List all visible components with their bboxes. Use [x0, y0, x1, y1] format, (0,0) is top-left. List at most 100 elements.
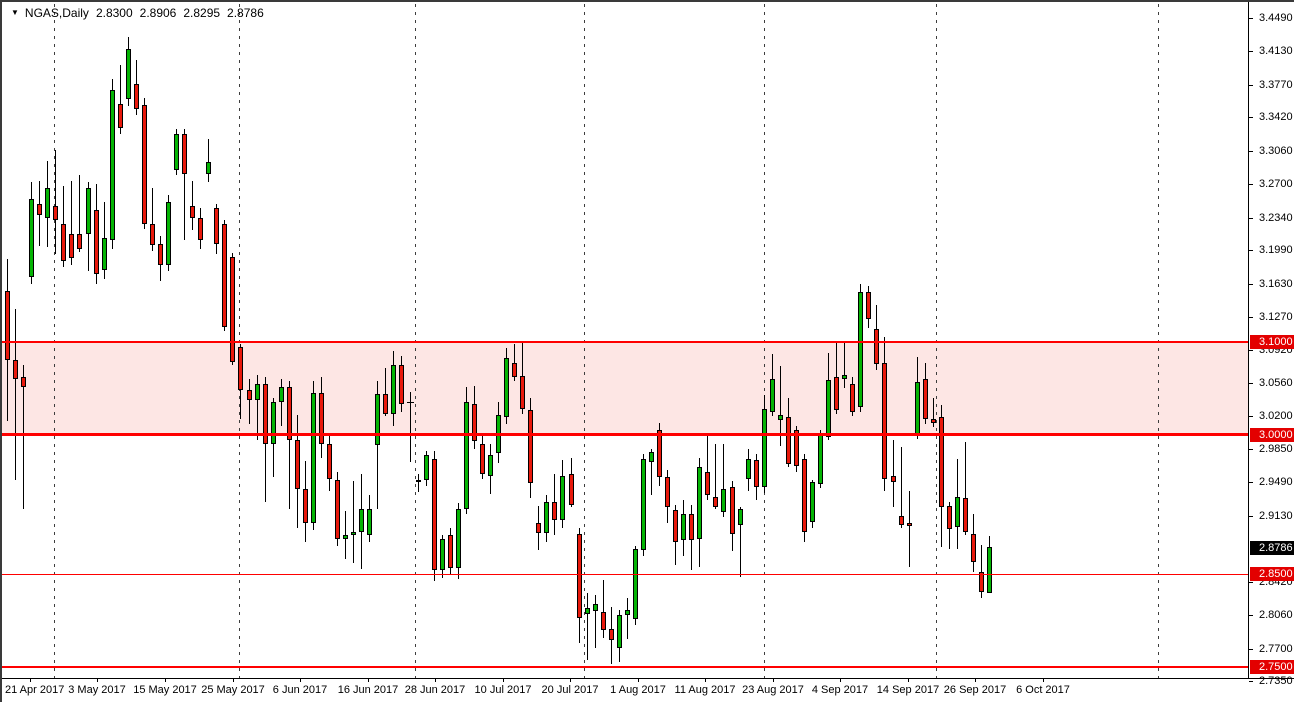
candle-bullish [721, 488, 726, 512]
date-axis-label: 28 Jun 2017 [404, 684, 466, 696]
price-axis-label: 3.3770 [1259, 78, 1293, 91]
date-axis-label: 10 Jul 2017 [474, 684, 532, 696]
candle-wick [152, 187, 153, 252]
candle-wick [740, 507, 741, 577]
candle-bullish [633, 549, 638, 619]
candle-wick [385, 368, 386, 417]
date-axis-tick [975, 679, 976, 682]
date-axis-tick [97, 679, 98, 682]
date-axis-label: 4 Sep 2017 [811, 684, 869, 696]
candle-wick [192, 180, 193, 230]
price-axis-tick [1249, 217, 1253, 219]
date-axis-tick [705, 679, 706, 682]
date-axis-label: 1 Aug 2017 [610, 684, 666, 696]
date-axis-tick [773, 679, 774, 682]
candle-bullish [86, 187, 91, 235]
level-line-2.8500[interactable] [2, 574, 1248, 575]
date-axis-tick [435, 679, 436, 682]
candle-bearish [263, 383, 268, 445]
candle-bearish [472, 404, 477, 442]
candle-wick [418, 473, 419, 493]
price-axis-label: 3.3420 [1259, 111, 1293, 124]
candle-bullish [770, 379, 775, 412]
candle-bullish [424, 455, 429, 481]
candle-bullish [826, 380, 831, 437]
ohlc-low: 2.8295 [183, 6, 221, 20]
candle-bearish [850, 383, 855, 412]
candle-bullish [762, 408, 767, 487]
date-axis-label: 3 May 2017 [68, 684, 126, 696]
candle-wick [71, 181, 72, 265]
date-axis-label: 16 Jun 2017 [337, 684, 399, 696]
date-axis-label: 26 Sep 2017 [943, 684, 1007, 696]
price-axis-label: 3.1990 [1259, 244, 1293, 257]
candle-bearish [37, 203, 42, 215]
date-axis-label: 20 Jul 2017 [541, 684, 599, 696]
candle-bullish [174, 134, 179, 171]
candle-bearish [53, 205, 58, 221]
date-axis-label: 15 May 2017 [133, 684, 197, 696]
candle-bullish [166, 201, 171, 265]
time-axis[interactable]: 21 Apr 2017 3 May 2017 15 May 2017 25 May 2… [2, 678, 1294, 702]
candle-wick [780, 366, 781, 447]
price-axis-tick [1249, 150, 1253, 152]
candle-bullish [206, 161, 211, 174]
chart-title: ▼ NGAS,Daily 2.8300 2.8906 2.8295 2.8786 [11, 6, 264, 20]
candle-bullish [681, 513, 686, 540]
candle-bearish [601, 612, 606, 630]
symbol-dropdown-icon[interactable]: ▼ [11, 8, 19, 17]
candle-bearish [158, 243, 163, 265]
candle-wick [15, 308, 16, 481]
candle-bullish [955, 497, 960, 527]
candle-bearish [899, 515, 904, 525]
candle-bearish [931, 419, 936, 423]
candle-bullish [858, 291, 863, 408]
price-axis-label: 3.3060 [1259, 144, 1293, 157]
candle-bearish [552, 501, 557, 521]
price-axis-label: 3.0200 [1259, 410, 1293, 423]
price-axis-label: 2.8060 [1259, 609, 1293, 622]
candle-wick [933, 397, 934, 428]
candle-wick [289, 381, 290, 510]
candle-wick [603, 579, 604, 639]
candle-wick [901, 447, 902, 528]
candle-bearish [754, 460, 759, 487]
level-line-3.0000[interactable] [2, 433, 1248, 436]
date-axis-tick [368, 679, 369, 682]
price-level-tag-2.7500: 2.7500 [1250, 660, 1294, 675]
level-line-2.7500[interactable] [2, 666, 1248, 668]
candle-bearish [657, 430, 662, 477]
candle-bearish [69, 234, 74, 259]
candle-bearish [689, 513, 694, 540]
candle-bearish [287, 386, 292, 440]
highlight-band [2, 342, 1248, 435]
candle-bearish [971, 534, 976, 563]
date-axis-label: 6 Jun 2017 [272, 684, 328, 696]
candle-wick [844, 342, 845, 389]
candle-wick [120, 65, 121, 135]
candle-bullish [102, 238, 107, 270]
candle-bearish [134, 83, 139, 109]
candle-bearish [891, 475, 896, 483]
candle-bearish [61, 224, 66, 262]
candle-bullish [110, 89, 115, 240]
date-axis-tick [840, 679, 841, 682]
price-axis-label: 3.1630 [1259, 277, 1293, 290]
candle-wick [893, 439, 894, 508]
candle-bearish [939, 417, 944, 508]
candle-bearish [150, 224, 155, 246]
candle-wick [965, 442, 966, 536]
candle-bearish [383, 394, 388, 414]
chart-plot-area[interactable] [2, 2, 1248, 678]
price-axis[interactable]: 3.4490 3.4130 3.3770 3.3420 3.3060 3.2700 3.23… [1248, 2, 1294, 687]
candle-wick [23, 365, 24, 510]
candle-wick [377, 381, 378, 510]
date-axis-label: 11 Aug 2017 [674, 684, 736, 696]
candle-bullish [641, 459, 646, 551]
level-line-3.1000[interactable] [2, 341, 1248, 343]
candle-bullish [915, 382, 920, 435]
candle-bearish [673, 510, 678, 542]
price-axis-tick [1249, 51, 1253, 53]
candle-bearish [577, 534, 582, 618]
candle-wick [410, 392, 411, 462]
